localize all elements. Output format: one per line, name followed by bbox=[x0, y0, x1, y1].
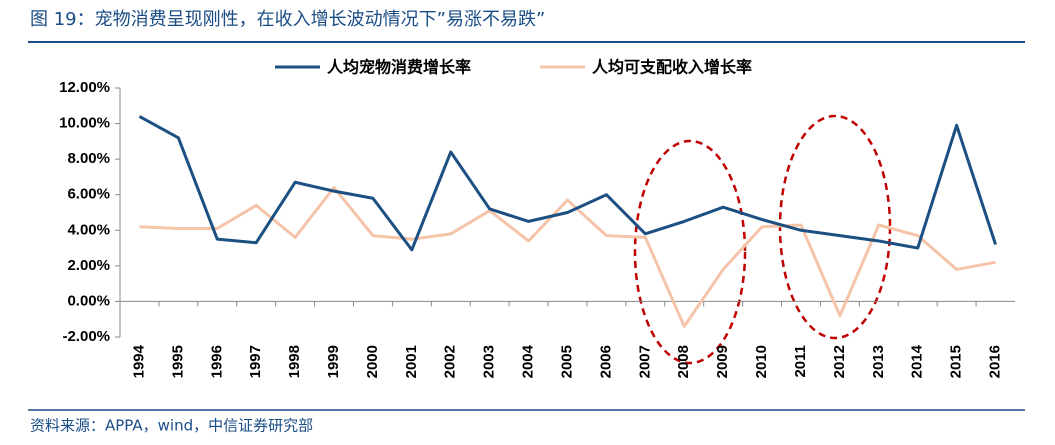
x-tick-label: 1995 bbox=[169, 345, 186, 378]
x-tick-label: 2006 bbox=[597, 345, 614, 378]
x-tick-label: 2002 bbox=[442, 345, 459, 378]
y-tick-label: 0.00% bbox=[67, 292, 110, 309]
x-tick-label: 1999 bbox=[325, 345, 342, 378]
x-tick-label: 2012 bbox=[831, 345, 848, 378]
x-tick-label: 1994 bbox=[130, 344, 147, 378]
x-tick-label: 2008 bbox=[675, 345, 692, 378]
highlight-ellipse bbox=[633, 139, 747, 365]
x-tick-label: 2010 bbox=[753, 345, 770, 378]
y-tick-label: -2.00% bbox=[62, 328, 110, 345]
y-tick-label: 8.00% bbox=[67, 150, 110, 167]
x-tick-label: 1997 bbox=[247, 345, 264, 378]
x-tick-label: 1998 bbox=[286, 345, 303, 378]
x-tick-label: 2004 bbox=[520, 344, 537, 378]
source-note: 资料来源：APPA，wind，中信证券研究部 bbox=[30, 417, 313, 435]
x-tick-label: 2013 bbox=[870, 345, 887, 378]
y-tick-label: 4.00% bbox=[67, 221, 110, 238]
chart-title: 图 19：宠物消费呈现刚性，在收入增长波动情况下”易涨不易跌” bbox=[30, 9, 545, 30]
x-tick-label: 2009 bbox=[714, 345, 731, 378]
x-tick-label: 2007 bbox=[636, 345, 653, 378]
x-tick-label: 2016 bbox=[987, 345, 1004, 378]
y-tick-label: 10.00% bbox=[59, 115, 110, 132]
series-line bbox=[138, 115, 997, 252]
x-tick-label: 2000 bbox=[364, 345, 381, 378]
series-line bbox=[139, 186, 996, 328]
x-tick-label: 1996 bbox=[208, 345, 225, 378]
x-tick-label: 2001 bbox=[403, 345, 420, 378]
x-tick-label: 2003 bbox=[481, 345, 498, 378]
x-tick-label: 2014 bbox=[909, 344, 926, 378]
x-tick-label: 2015 bbox=[948, 345, 965, 378]
y-tick-label: 6.00% bbox=[67, 186, 110, 203]
y-tick-label: 2.00% bbox=[67, 257, 110, 274]
y-tick-label: 12.00% bbox=[59, 79, 110, 96]
x-tick-label: 2005 bbox=[558, 345, 575, 378]
legend-label: 人均宠物消费增长率 bbox=[327, 58, 471, 77]
x-tick-label: 2011 bbox=[792, 345, 809, 378]
legend-label: 人均可支配收入增长率 bbox=[592, 58, 752, 77]
